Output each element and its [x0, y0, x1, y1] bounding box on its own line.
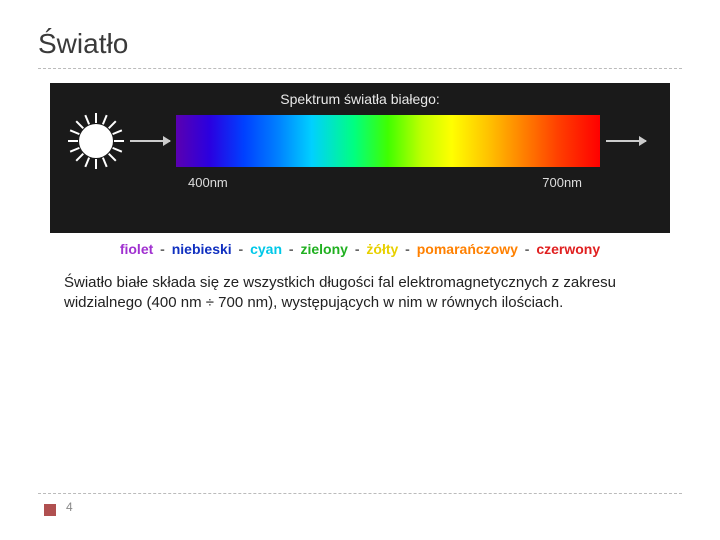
wavelength-max: 700nm: [542, 175, 582, 190]
page-title: Światło: [38, 28, 682, 60]
sun-icon: [68, 113, 124, 169]
color-names-row: fiolet - niebieski - cyan - zielony - żó…: [38, 241, 682, 257]
wavelength-labels: 400nm 700nm: [50, 169, 670, 190]
color-label: fiolet: [120, 241, 153, 257]
footer: 4: [38, 493, 682, 514]
color-separator: -: [348, 241, 366, 257]
color-separator: -: [232, 241, 250, 257]
spectrum-gradient: [176, 115, 600, 167]
color-label: zielony: [300, 241, 347, 257]
color-separator: -: [398, 241, 416, 257]
arrow-in-icon: [130, 140, 170, 142]
color-label: cyan: [250, 241, 282, 257]
color-label: czerwony: [536, 241, 600, 257]
wavelength-min: 400nm: [188, 175, 228, 190]
figure-caption: Spektrum światła białego:: [280, 91, 440, 107]
color-label: niebieski: [172, 241, 232, 257]
color-label: pomarańczowy: [417, 241, 518, 257]
accent-square-icon: [44, 504, 56, 516]
color-label: żółty: [366, 241, 398, 257]
spectrum-row: [50, 113, 670, 169]
slide: Światło Spektrum światła białego: 400nm …: [0, 0, 720, 540]
page-number: 4: [66, 500, 682, 514]
spectrum-figure: Spektrum światła białego: 400nm 700nm: [50, 83, 670, 233]
color-separator: -: [282, 241, 300, 257]
color-separator: -: [153, 241, 171, 257]
title-divider: [38, 68, 682, 69]
arrow-out-icon: [606, 140, 646, 142]
color-separator: -: [518, 241, 536, 257]
footer-divider: [38, 493, 682, 494]
body-text: Światło białe składa się ze wszystkich d…: [38, 273, 682, 314]
